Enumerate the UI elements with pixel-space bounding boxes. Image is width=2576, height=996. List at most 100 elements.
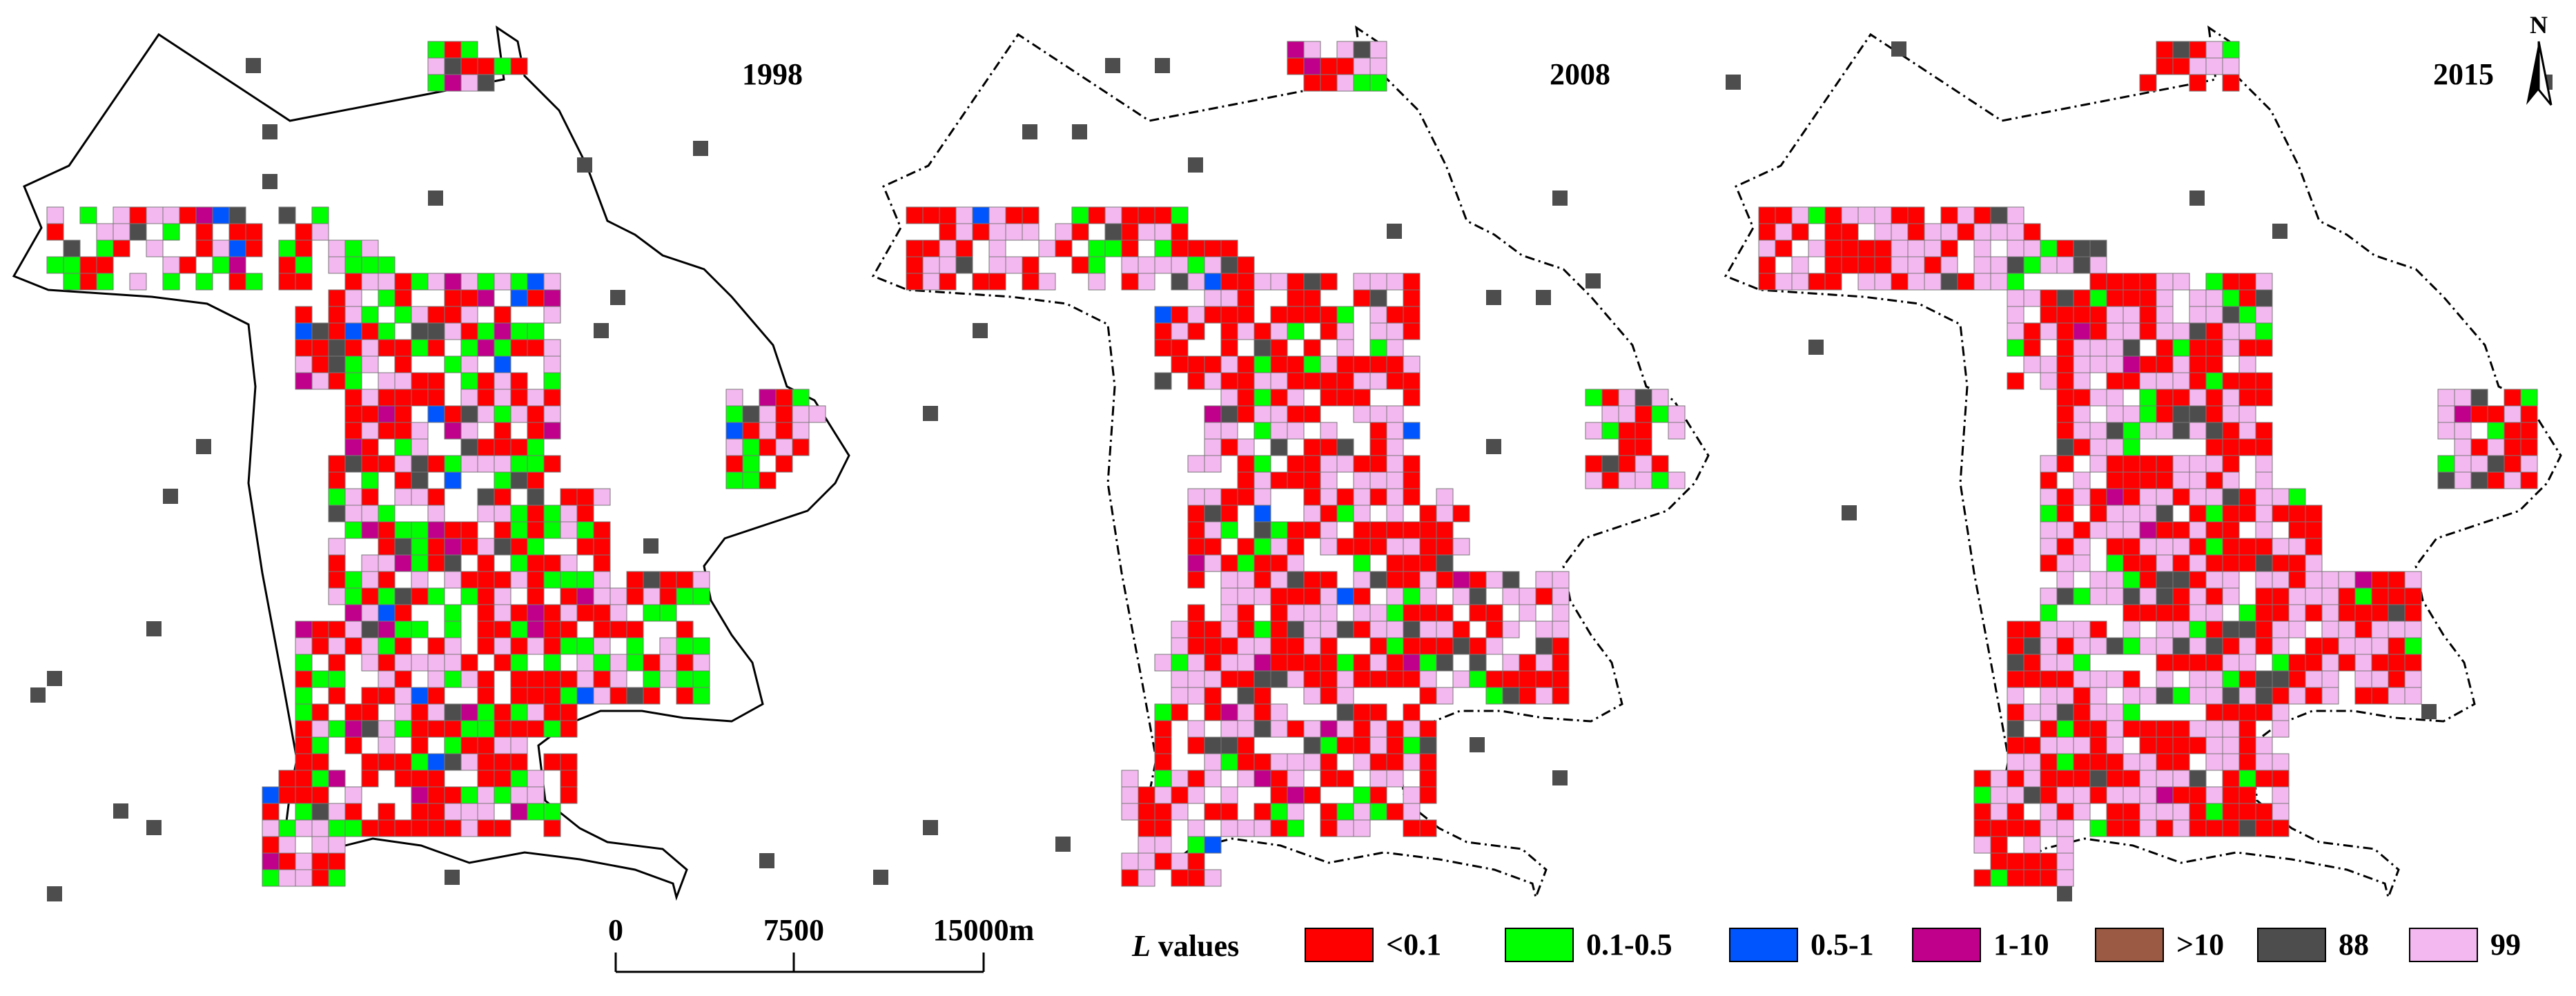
grid-cell xyxy=(411,422,429,440)
grid-cell xyxy=(659,571,677,589)
grid-cell xyxy=(2504,438,2521,456)
grid-cell xyxy=(477,819,495,837)
grid-cell xyxy=(2388,604,2406,622)
grid-cell xyxy=(2123,289,2140,307)
grid-cell xyxy=(1121,852,1139,870)
grid-cell xyxy=(411,587,429,605)
grid-cell xyxy=(2321,654,2339,672)
grid-cell xyxy=(427,322,445,340)
grid-cell xyxy=(246,58,261,73)
grid-cell xyxy=(494,819,511,837)
grid-cell xyxy=(2238,422,2256,440)
grid-cell xyxy=(2007,720,2024,738)
grid-cell xyxy=(2338,604,2356,622)
grid-cell xyxy=(2106,753,2124,771)
grid-cell xyxy=(593,554,611,572)
grid-cell xyxy=(494,538,511,556)
grid-cell xyxy=(460,455,478,473)
grid-cell xyxy=(1386,273,1404,291)
grid-cell xyxy=(427,803,445,821)
grid-cell xyxy=(1253,687,1271,705)
grid-cell xyxy=(2189,621,2207,638)
grid-cell xyxy=(510,438,528,456)
grid-cell xyxy=(2272,488,2290,506)
grid-cell xyxy=(2056,256,2074,274)
grid-cell xyxy=(593,521,611,539)
grid-cell xyxy=(692,587,710,605)
grid-cell xyxy=(1369,455,1387,473)
grid-cell xyxy=(1353,74,1371,92)
grid-cell xyxy=(1336,41,1354,59)
grid-cell xyxy=(2123,538,2140,556)
grid-cell xyxy=(659,654,677,672)
grid-cell xyxy=(494,405,511,423)
grid-cell xyxy=(1187,488,1205,506)
grid-cell xyxy=(1353,57,1371,75)
grid-cell xyxy=(361,770,379,788)
grid-cell xyxy=(1436,604,1454,622)
grid-cell xyxy=(494,654,511,672)
grid-cell xyxy=(2222,819,2240,837)
grid-cell xyxy=(2089,587,2107,605)
grid-cell xyxy=(378,637,396,655)
grid-cell xyxy=(1138,273,1155,291)
grid-cell xyxy=(1436,554,1454,572)
grid-cell xyxy=(2272,654,2290,672)
grid-cell xyxy=(361,637,379,655)
grid-cell xyxy=(1585,273,1601,289)
grid-cell xyxy=(2255,803,2273,821)
grid-cell xyxy=(1287,322,1305,340)
grid-cell xyxy=(543,306,561,324)
grid-cell xyxy=(2023,289,2041,307)
grid-cell xyxy=(2040,803,2058,821)
grid-cell xyxy=(146,240,164,257)
grid-cell xyxy=(510,471,528,489)
grid-cell xyxy=(2040,587,2058,605)
grid-cell xyxy=(394,306,412,324)
grid-cell xyxy=(2189,41,2207,59)
grid-cell xyxy=(427,455,445,473)
grid-cell xyxy=(2354,571,2372,589)
grid-cell xyxy=(2205,355,2223,373)
grid-cell xyxy=(1171,223,1189,241)
grid-cell xyxy=(2388,587,2406,605)
grid-cell xyxy=(328,571,346,589)
grid-cell xyxy=(1220,521,1238,539)
grid-cell xyxy=(1369,571,1387,589)
grid-cell xyxy=(1635,422,1652,440)
grid-cell xyxy=(2404,587,2422,605)
grid-cell xyxy=(2222,670,2240,688)
grid-cell xyxy=(2023,621,2041,638)
grid-cell xyxy=(1369,339,1387,357)
grid-cell xyxy=(1171,803,1189,821)
grid-cell xyxy=(311,206,329,224)
grid-cell xyxy=(1138,223,1155,241)
grid-cell xyxy=(361,521,379,539)
grid-cell xyxy=(1369,372,1387,390)
grid-cell xyxy=(1353,389,1371,407)
grid-cell xyxy=(692,637,710,655)
grid-cell xyxy=(477,703,495,721)
grid-cell xyxy=(63,273,81,291)
grid-cell xyxy=(262,174,277,189)
grid-cell xyxy=(1121,206,1139,224)
grid-cell xyxy=(1519,654,1536,672)
grid-cell xyxy=(1403,389,1421,407)
north-label: N xyxy=(2530,11,2548,39)
grid-cell xyxy=(609,654,627,672)
grid-cell xyxy=(1386,753,1404,771)
grid-cell xyxy=(2139,273,2157,291)
grid-cell xyxy=(1270,322,1288,340)
grid-cell xyxy=(2272,753,2290,771)
grid-cell xyxy=(1824,206,1842,224)
grid-cell xyxy=(1552,670,1570,688)
grid-cell xyxy=(2520,455,2538,473)
grid-cell xyxy=(2089,488,2107,506)
grid-cell xyxy=(922,206,940,224)
grid-cell xyxy=(609,621,627,638)
grid-cell xyxy=(906,273,924,291)
grid-cell xyxy=(725,455,743,473)
grid-cell xyxy=(2238,505,2256,523)
grid-cell xyxy=(2106,554,2124,572)
grid-cell xyxy=(1204,621,1222,638)
